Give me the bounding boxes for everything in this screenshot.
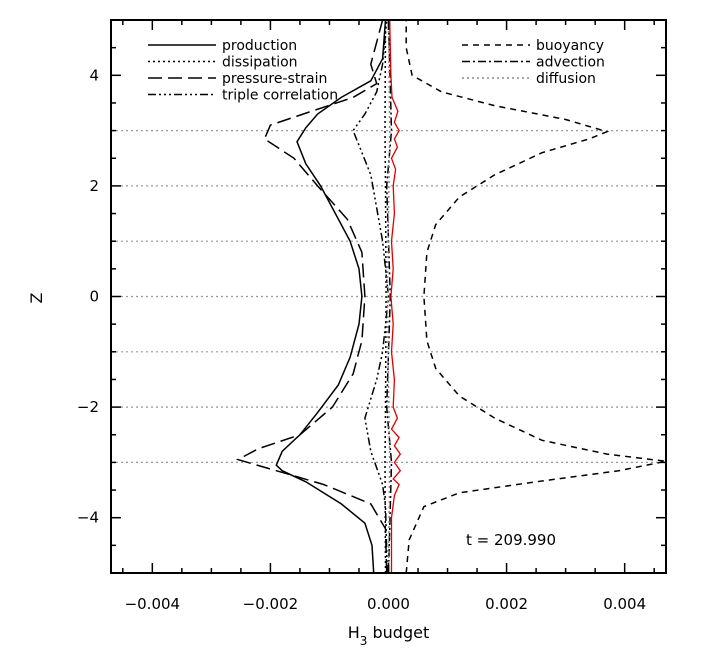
y-tick-label: 4 bbox=[89, 66, 99, 84]
legend-label: dissipation bbox=[222, 55, 298, 71]
series-line bbox=[275, 19, 387, 574]
legend-label: advection bbox=[536, 55, 605, 71]
y-tick-label: 0 bbox=[89, 288, 99, 306]
series-line bbox=[384, 19, 387, 574]
legend-label: buoyancy bbox=[536, 38, 604, 54]
legend: productiondissipationpressure-straintrip… bbox=[148, 38, 605, 104]
legend-label: production bbox=[222, 38, 297, 54]
x-axis-title-main: H bbox=[348, 623, 360, 642]
time-annotation: t = 209.990 bbox=[466, 531, 556, 549]
y-axis-title: Z bbox=[27, 292, 46, 303]
series-line bbox=[235, 19, 388, 574]
legend-label: pressure-strain bbox=[222, 71, 327, 87]
x-axis-title: H3 budget bbox=[348, 623, 429, 648]
x-axis-title-suffix: budget bbox=[367, 623, 429, 642]
x-axis-title-subscript: 3 bbox=[360, 634, 368, 648]
series-line bbox=[386, 19, 391, 574]
x-tick-label: 0.002 bbox=[485, 595, 528, 613]
y-tick-label: 2 bbox=[89, 177, 99, 195]
x-tick-label: −0.002 bbox=[243, 595, 299, 613]
series-line bbox=[352, 19, 390, 574]
y-tick-label: −2 bbox=[77, 398, 99, 416]
y-tick-label: −4 bbox=[77, 509, 99, 527]
series-line bbox=[389, 19, 402, 573]
legend-label: triple correlation bbox=[222, 88, 338, 104]
data-curves bbox=[235, 19, 667, 574]
x-tick-label: 0.000 bbox=[367, 595, 410, 613]
legend-label: diffusion bbox=[536, 71, 596, 87]
x-tick-label: −0.004 bbox=[125, 595, 181, 613]
axis-ticks: −0.004 −0.002 0.000 0.002 0.004 −4 −2 0 2 4 bbox=[77, 19, 666, 613]
series-line bbox=[405, 20, 667, 574]
x-tick-label: 0.004 bbox=[603, 595, 646, 613]
